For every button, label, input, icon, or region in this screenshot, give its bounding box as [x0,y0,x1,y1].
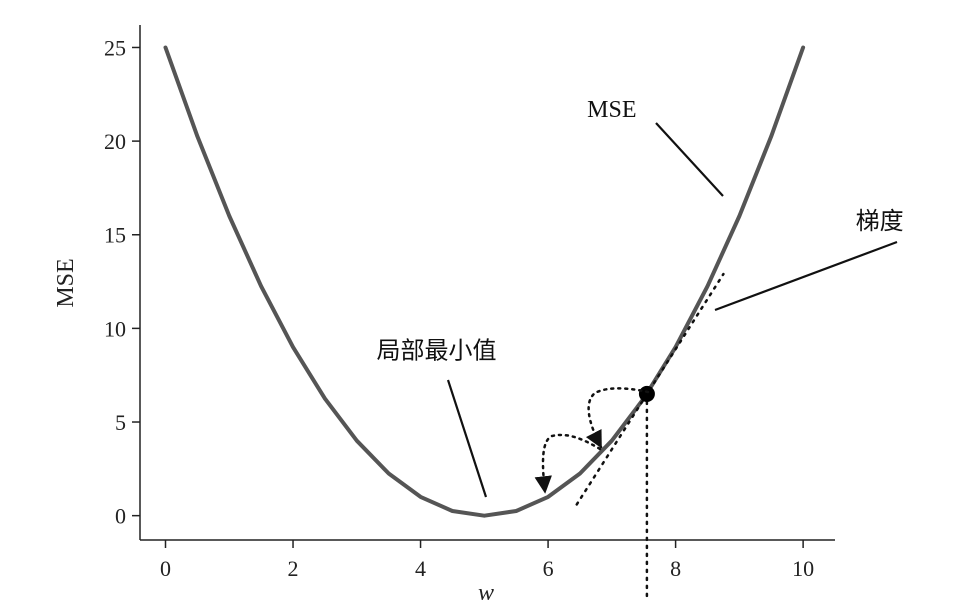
y-tick-label: 15 [104,223,126,248]
current-point [638,385,655,402]
local-minimum-label: 局部最小值 [376,336,496,364]
mse-curve [163,45,806,518]
y-tick-label: 0 [115,504,126,529]
mse-curve-label: MSE [587,97,636,123]
x-tick-label: 10 [792,556,814,581]
x-ticks: 0 2 4 6 8 10 [160,540,814,581]
y-axis-title: MSE [53,258,79,307]
x-axis: 0 2 4 6 8 10 [140,539,835,581]
mse-leader-line [655,122,724,197]
y-tick-label: 10 [104,316,126,341]
gradient-label: 梯度 [856,207,904,235]
x-axis-title: w [478,580,494,606]
x-tick-label: 6 [543,556,554,581]
descent-step-arrow-1 [585,387,650,449]
y-ticks: 0 5 10 15 20 25 [104,35,140,529]
x-tick-label: 4 [415,556,426,581]
x-tick-label: 8 [670,556,681,581]
descent-step-arrow-2 [534,433,602,494]
y-tick-label: 25 [104,35,126,60]
y-axis: 0 5 10 15 20 25 [104,25,141,540]
gradient-leader-line [714,240,898,312]
minimum-leader-line [446,379,488,498]
x-tick-label: 2 [288,556,299,581]
y-tick-label: 20 [104,129,126,154]
y-tick-label: 5 [115,410,126,435]
x-tick-label: 0 [160,556,171,581]
